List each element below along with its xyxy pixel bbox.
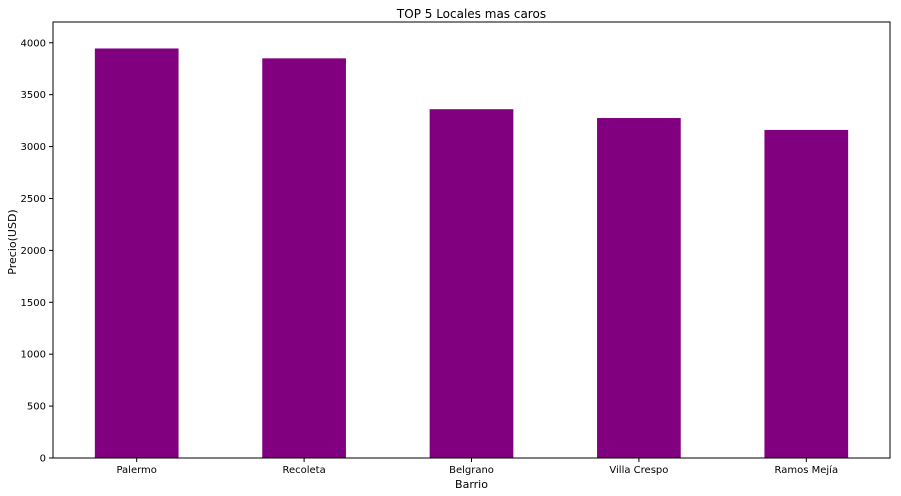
bar-4 [764,129,849,458]
x-tick-label-0: Palermo [116,465,156,476]
y-axis-label: Precio(USD) [6,209,19,274]
bar-2 [429,109,514,458]
bar-3 [597,118,681,459]
chart-title: TOP 5 Locales mas caros [396,7,546,21]
y-tick-label-7: 3500 [21,90,46,101]
x-tick-label-3: Villa Crespo [609,465,668,476]
x-tick-label-4: Ramos Mejía [775,464,839,476]
x-tick-label-2: Belgrano [449,465,494,476]
x-axis-label: Barrio [455,478,488,491]
bar-1 [262,58,346,458]
y-tick-label-0: 0 [40,454,46,465]
y-tick-label-6: 3000 [21,142,46,153]
plot-frame [52,21,891,459]
y-tick-label-4: 2000 [21,246,46,257]
y-tick-label-3: 1500 [21,298,46,309]
y-tick-label-8: 4000 [21,38,46,49]
y-tick-label-2: 1000 [21,350,46,361]
y-tick-label-5: 2500 [21,194,46,205]
bar-0 [94,48,179,458]
plot-area: Palermo Recoleta Belgrano Villa Crespo Ramos… [21,21,891,476]
x-tick-label-1: Recoleta [282,465,325,476]
y-tick-label-1: 500 [27,402,46,413]
